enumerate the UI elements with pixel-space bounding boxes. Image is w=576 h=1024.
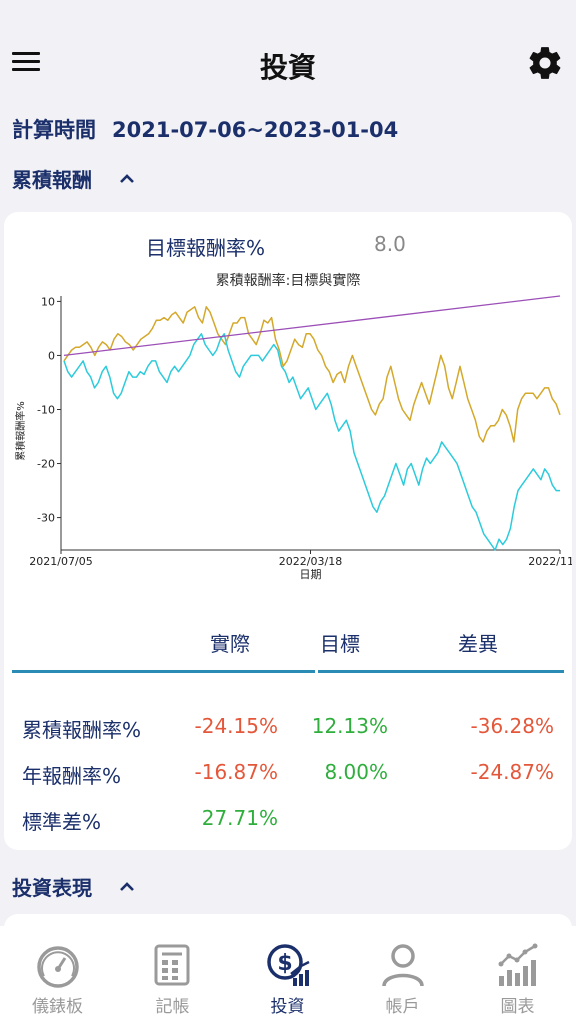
tab-label: 帳戶 xyxy=(385,997,420,1017)
x-axis-label: 日期 xyxy=(300,568,322,581)
investment-icon: $ xyxy=(267,944,310,986)
row-label-cumulative: 累積報酬率% xyxy=(22,718,142,742)
gear-icon[interactable] xyxy=(526,44,564,82)
target-return-line xyxy=(63,295,561,357)
section-performance-header[interactable]: 投資表現 xyxy=(12,872,136,901)
y-axis-label: 累積報酬率% xyxy=(14,401,27,461)
diff-cumulative: -36.28% xyxy=(470,714,554,738)
tab-label: 投資 xyxy=(270,997,305,1017)
x-tick-label: 2022/11/29 xyxy=(528,555,572,568)
target-return-value[interactable]: 8.0 xyxy=(374,232,406,256)
actual-return-line-2 xyxy=(63,333,560,551)
period-range[interactable]: 2021-07-06~2023-01-04 xyxy=(112,118,399,142)
bottom-tab-bar: 儀錶板 記帳 $ 投資 帳戶 xyxy=(0,926,576,1024)
target-cumulative: 12.13% xyxy=(311,714,388,738)
tab-label: 圖表 xyxy=(500,997,535,1017)
x-tick-label: 2021/07/05 xyxy=(29,555,92,568)
actual-stddev: 27.71% xyxy=(201,806,278,830)
x-tick-label: 2022/03/18 xyxy=(279,555,342,568)
tab-label: 記帳 xyxy=(155,997,190,1017)
cumulative-return-chart: 10 0 -10 -20 -30 2021/07/05 2022/03/18 2022/11/… xyxy=(14,295,572,581)
actual-return-line xyxy=(63,306,561,443)
chart-title: 累積報酬率:目標與實際 xyxy=(215,273,361,289)
y-tick-label: -30 xyxy=(37,512,55,525)
target-annual: 8.00% xyxy=(324,760,388,784)
tab-ledger[interactable]: 記帳 xyxy=(115,926,230,1024)
tab-dashboard[interactable]: 儀錶板 xyxy=(0,926,115,1024)
chevron-up-icon[interactable] xyxy=(118,878,136,896)
tab-chart[interactable]: 圖表 xyxy=(460,926,575,1024)
tab-account[interactable]: 帳戶 xyxy=(345,926,460,1024)
ledger-icon xyxy=(154,944,190,986)
target-return-label: 目標報酬率% xyxy=(146,236,266,260)
chart-icon xyxy=(498,943,538,986)
y-tick-label: -20 xyxy=(37,458,55,471)
table-divider xyxy=(12,670,564,673)
calculation-period: 計算時間 2021-07-06~2023-01-04 xyxy=(12,114,398,144)
section-cumulative-header[interactable]: 累積報酬 xyxy=(12,164,136,193)
chevron-up-icon[interactable] xyxy=(118,170,136,188)
actual-annual: -16.87% xyxy=(194,760,278,784)
top-bar: 投資 xyxy=(0,0,576,100)
tab-label: 儀錶板 xyxy=(32,997,83,1017)
col-header-target: 目標 xyxy=(320,632,360,656)
y-tick-label: -10 xyxy=(37,403,55,416)
account-icon xyxy=(382,944,424,987)
col-header-diff: 差異 xyxy=(458,632,498,656)
row-label-stddev: 標準差% xyxy=(22,810,102,834)
row-label-annual: 年報酬率% xyxy=(22,764,122,788)
tab-investment[interactable]: $ 投資 xyxy=(230,926,345,1024)
svg-text:$: $ xyxy=(277,951,292,976)
col-header-actual: 實際 xyxy=(210,632,250,656)
y-tick-label: 10 xyxy=(41,295,55,308)
section-cumulative-title: 累積報酬 xyxy=(12,168,92,192)
diff-annual: -24.87% xyxy=(470,760,554,784)
actual-cumulative: -24.15% xyxy=(194,714,278,738)
period-label: 計算時間 xyxy=(12,118,96,142)
section-performance-title: 投資表現 xyxy=(12,876,92,900)
cumulative-return-card: 目標報酬率% 8.0 累積報酬率:目標與實際 10 0 -10 -20 -30 2021/… xyxy=(4,212,572,850)
menu-icon[interactable] xyxy=(12,52,40,76)
page-title: 投資 xyxy=(259,51,316,84)
y-tick-label: 0 xyxy=(48,349,55,362)
table-divider-gap xyxy=(315,670,318,673)
gauge-icon xyxy=(37,946,79,988)
